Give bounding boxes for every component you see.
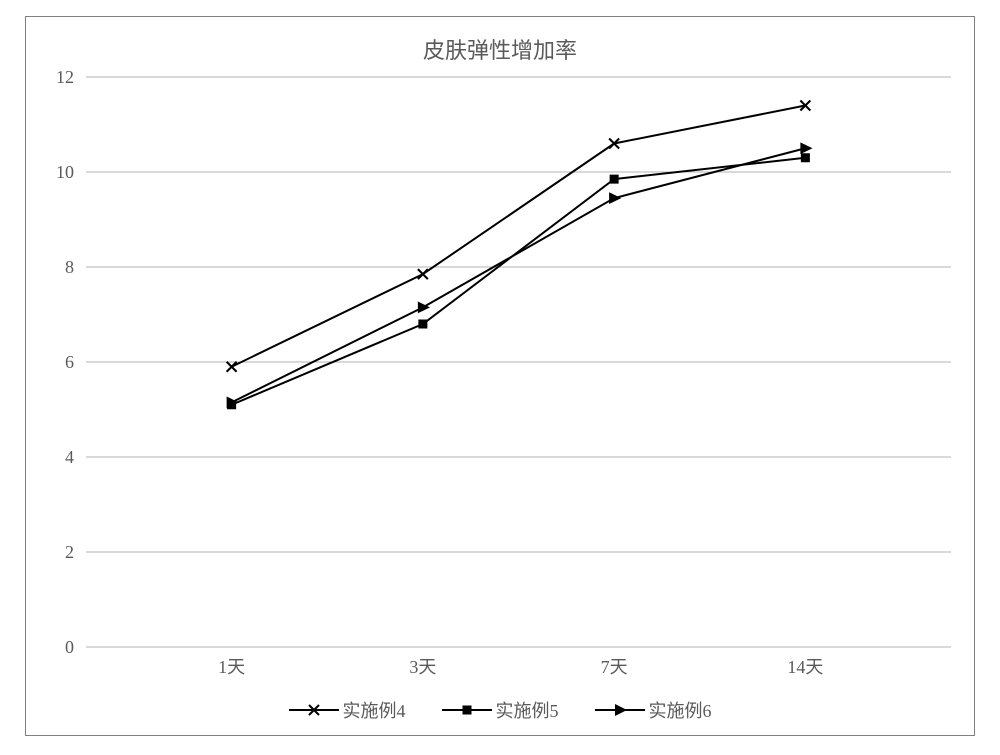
svg-text:0: 0 xyxy=(65,637,74,657)
svg-text:7天: 7天 xyxy=(601,657,628,677)
legend-symbol-2 xyxy=(442,700,492,720)
svg-text:6: 6 xyxy=(65,352,74,372)
legend-label-3: 实施例6 xyxy=(649,697,712,723)
plot-svg: 0246810121天3天7天14天 xyxy=(86,77,951,647)
svg-text:14天: 14天 xyxy=(787,657,823,677)
svg-text:12: 12 xyxy=(56,67,74,87)
chart-container: 皮肤弹性增加率 0246810121天3天7天14天 实施例4 xyxy=(0,0,1000,755)
legend: 实施例4 实施例5 实施例6 xyxy=(26,697,974,725)
legend-item-3: 实施例6 xyxy=(595,697,712,723)
svg-text:10: 10 xyxy=(56,162,74,182)
svg-text:4: 4 xyxy=(65,447,74,467)
legend-symbol-1 xyxy=(289,700,339,720)
legend-label-2: 实施例5 xyxy=(496,697,559,723)
chart-frame: 皮肤弹性增加率 0246810121天3天7天14天 实施例4 xyxy=(25,16,975,736)
svg-text:8: 8 xyxy=(65,257,74,277)
plot-area: 0246810121天3天7天14天 xyxy=(86,77,951,647)
legend-item-1: 实施例4 xyxy=(289,697,406,723)
chart-title: 皮肤弹性增加率 xyxy=(26,33,974,65)
legend-label-1: 实施例4 xyxy=(343,697,406,723)
legend-item-2: 实施例5 xyxy=(442,697,559,723)
legend-symbol-3 xyxy=(595,700,645,720)
svg-text:1天: 1天 xyxy=(218,657,245,677)
svg-text:2: 2 xyxy=(65,542,74,562)
svg-text:3天: 3天 xyxy=(409,657,436,677)
